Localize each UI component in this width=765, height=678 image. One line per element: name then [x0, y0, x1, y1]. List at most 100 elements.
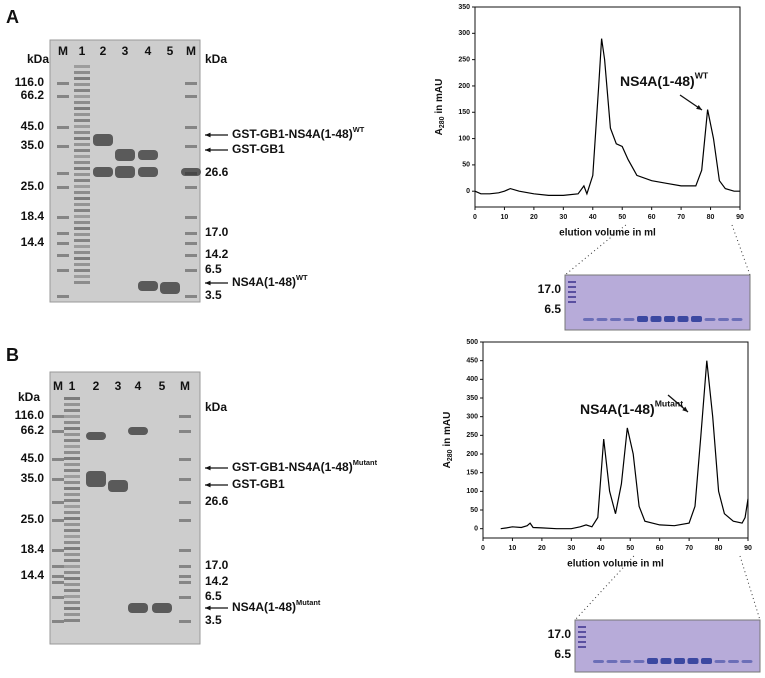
lane-smear	[64, 565, 80, 568]
marker-band	[568, 286, 576, 288]
lane-smear	[64, 433, 80, 436]
marker-band	[57, 172, 69, 175]
marker-band	[179, 430, 191, 433]
x-tick-label: 90	[744, 545, 752, 552]
marker-band	[179, 620, 191, 623]
inset-band	[664, 316, 675, 322]
inset-band	[620, 660, 631, 663]
label-text: NS4A(1-48)	[232, 275, 296, 289]
lane-smear	[64, 571, 80, 574]
y-axis-label: A280 in mAU	[434, 79, 446, 136]
inset-band	[606, 660, 618, 663]
marker-band	[578, 646, 586, 648]
marker-label: 45.0	[21, 119, 45, 133]
plot-frame	[474, 6, 741, 208]
inset-band	[691, 316, 702, 322]
lane-smear	[74, 77, 90, 80]
lane-smear	[64, 559, 80, 562]
band-annotation: GST-GB1	[232, 142, 285, 156]
lane-smear	[64, 583, 80, 586]
lane-smear	[64, 451, 80, 454]
x-tick-label: 50	[618, 214, 626, 221]
unit-label: kDa	[27, 52, 49, 66]
protein-band	[108, 480, 128, 492]
protein-band	[115, 149, 135, 161]
protein-band	[86, 432, 106, 440]
y-tick-label: 300	[458, 30, 470, 37]
protein-band	[152, 603, 172, 613]
panel-letter: B	[6, 345, 19, 365]
inset-band	[633, 660, 645, 663]
lane-smear	[64, 511, 80, 514]
marker-band	[52, 575, 64, 578]
inset-band	[701, 658, 712, 664]
lane-smear	[64, 499, 80, 502]
arrow-head	[682, 406, 688, 412]
protein-band	[160, 282, 180, 294]
inset-band	[687, 658, 699, 664]
lane-label: 1	[69, 379, 76, 393]
arrow-head	[205, 280, 211, 286]
label-text: NS4A(1-48)	[232, 600, 296, 614]
x-tick-label: 0	[481, 545, 485, 552]
lane-smear	[74, 137, 90, 140]
label-tail: in mAU	[434, 79, 445, 117]
lane-smear	[64, 523, 80, 526]
x-tick-label: 20	[530, 214, 538, 221]
marker-label: 17.0	[205, 225, 229, 239]
marker-band	[179, 519, 191, 522]
lane-smear	[64, 493, 80, 496]
marker-band	[185, 269, 197, 272]
marker-label: 35.0	[21, 138, 45, 152]
marker-band	[185, 216, 197, 219]
lane-smear	[74, 197, 90, 200]
lane-smear	[64, 541, 80, 544]
label-text: GST-GB1	[232, 142, 285, 156]
inset-gel	[574, 619, 761, 673]
inset-band	[677, 316, 689, 322]
lane-smear	[74, 125, 90, 128]
lane-smear	[64, 517, 80, 520]
lane-smear	[74, 161, 90, 164]
lane-label: M	[58, 44, 68, 58]
marker-band	[57, 242, 69, 245]
marker-band	[52, 620, 64, 623]
marker-label: 6.5	[554, 647, 571, 661]
y-tick-label: 150	[466, 470, 478, 477]
marker-label: 25.0	[21, 179, 45, 193]
lane-smear	[74, 95, 90, 98]
inset-band	[728, 660, 739, 663]
marker-band	[185, 126, 197, 129]
lane-smear	[64, 601, 80, 604]
lane-smear	[64, 427, 80, 430]
marker-band	[52, 430, 64, 433]
x-tick-label: 80	[707, 214, 715, 221]
marker-band	[52, 415, 64, 418]
marker-band	[57, 216, 69, 219]
band-annotation: GST-GB1-NS4A(1-48)WT	[232, 125, 365, 141]
protein-band	[138, 150, 158, 160]
lane-label: 5	[167, 44, 174, 58]
marker-band	[185, 242, 197, 245]
marker-band	[57, 95, 69, 98]
lane-label: 4	[145, 44, 152, 58]
marker-band	[185, 95, 197, 98]
marker-band	[179, 575, 191, 578]
marker-band	[185, 145, 197, 148]
marker-band	[52, 596, 64, 599]
marker-label: 17.0	[548, 627, 572, 641]
y-tick-label: 400	[466, 376, 478, 383]
protein-band	[138, 167, 158, 177]
label-sup: Mutant	[353, 458, 378, 467]
marker-label: 14.2	[205, 574, 229, 588]
y-tick-label: 50	[470, 507, 478, 514]
y-tick-label: 350	[466, 395, 478, 402]
marker-band	[578, 641, 586, 643]
y-tick-label: 50	[462, 162, 470, 169]
marker-band	[52, 501, 64, 504]
x-tick-label: 10	[509, 545, 517, 552]
lane-smear	[64, 463, 80, 466]
protein-band	[93, 134, 113, 146]
lane-smear	[64, 397, 80, 400]
marker-label: 14.4	[21, 235, 45, 249]
